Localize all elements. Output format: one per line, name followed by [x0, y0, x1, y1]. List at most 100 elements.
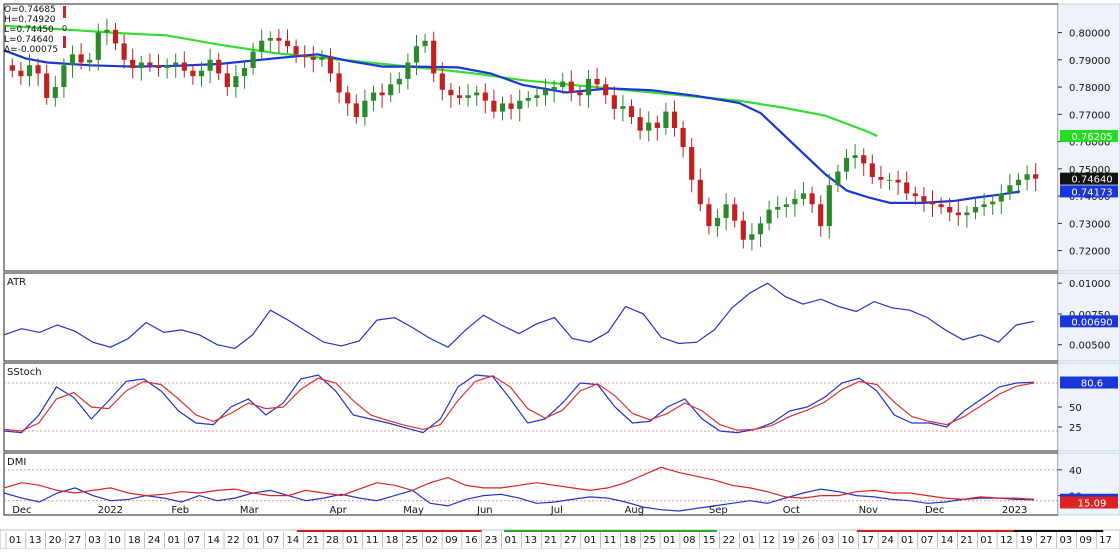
price-badge-label: 0.00690 [1071, 317, 1112, 328]
candle-body [396, 78, 402, 85]
candle-body [964, 212, 970, 216]
candle-body [104, 29, 110, 33]
candle-body [87, 59, 93, 63]
candle-body [740, 220, 746, 240]
candle-body [181, 62, 187, 71]
candle-body [904, 182, 910, 194]
candle-body [706, 204, 712, 227]
day-label: 26 [802, 535, 815, 546]
day-axis-segment [856, 530, 1014, 532]
y-tick-label: 0.74000 [1069, 192, 1110, 203]
day-label: 01 [168, 535, 181, 546]
candle-body [628, 106, 635, 118]
candle-body [603, 84, 609, 96]
x-month-label: Jul [550, 505, 563, 516]
candle-body [78, 54, 84, 63]
day-label: 27 [1040, 535, 1053, 546]
axis-strip-2 [1057, 362, 1120, 452]
candle-body [362, 100, 368, 118]
price-badge-label: 15.09 [1078, 499, 1107, 510]
candle-body [224, 73, 230, 88]
candle-body [250, 51, 256, 68]
candle-body [35, 65, 41, 74]
candle-body [714, 217, 721, 227]
price-badge [1060, 496, 1118, 509]
candle-body [456, 95, 463, 98]
day-label: 07 [921, 535, 934, 546]
candle-body [164, 65, 170, 68]
candle-body [929, 201, 936, 205]
candle-body [594, 78, 600, 85]
x-month-label: Mar [240, 505, 260, 516]
day-label: 11 [604, 535, 617, 546]
candle-body [491, 100, 497, 112]
readout-marker-label: 0 [62, 24, 67, 33]
candle-body [259, 40, 265, 52]
candle-body [921, 196, 927, 202]
day-label: 24 [148, 535, 161, 546]
candle-body [130, 59, 136, 68]
day-label: 16 [465, 535, 478, 546]
candle-body [207, 59, 213, 71]
price-badge [1060, 172, 1118, 185]
candle-body [379, 92, 385, 96]
day-label: 21 [960, 535, 973, 546]
candle-body [112, 29, 119, 44]
candle-body [319, 57, 325, 60]
day-label: 13 [29, 535, 42, 546]
candle-body [800, 193, 807, 199]
x-month-label: May [403, 505, 424, 516]
day-label: 08 [683, 535, 696, 546]
panel-frame-0 [3, 3, 1059, 272]
candle-body [620, 106, 626, 109]
day-label: 09 [445, 535, 458, 546]
day-label: 01 [584, 535, 597, 546]
readout-marker-bar [63, 36, 66, 48]
candle-body [938, 204, 944, 208]
candle-body [697, 179, 703, 205]
candle-body [835, 171, 841, 186]
candle-body [18, 70, 24, 77]
day-label: 01 [247, 535, 260, 546]
y-tick-label: 0.01000 [1069, 279, 1110, 290]
y-tick-label: 0.80000 [1069, 29, 1110, 40]
day-label: 20 [49, 535, 62, 546]
candle-body [155, 65, 162, 68]
candle-body [611, 95, 617, 109]
candle-body [1015, 179, 1022, 186]
day-label: 01 [980, 535, 993, 546]
indicator-line [3, 374, 1035, 434]
candle-body [216, 59, 222, 74]
candle-body [267, 37, 273, 41]
day-label: 18 [623, 535, 636, 546]
day-label: 17 [861, 535, 874, 546]
day-axis-segment [1013, 530, 1104, 532]
candle-body [560, 81, 566, 88]
candle-body [431, 40, 437, 74]
x-month-label: Oct [783, 505, 800, 516]
candle-body [766, 209, 772, 224]
y-tick-label: 40 [1069, 466, 1082, 477]
day-label: 22 [723, 535, 736, 546]
candle-body [972, 207, 979, 213]
candle-body [9, 65, 15, 71]
candle-body [147, 62, 153, 66]
candle-body [370, 92, 377, 101]
y-tick-label: 0.75000 [1069, 165, 1110, 176]
day-label: 19 [782, 535, 795, 546]
candle-body [663, 111, 669, 128]
day-label: 03 [822, 535, 835, 546]
candle-body [585, 78, 592, 96]
candle-body [95, 32, 101, 60]
x-month-label: 2023 [1002, 505, 1027, 516]
candle-body [792, 198, 798, 205]
candle-body [1024, 174, 1030, 180]
day-label: 03 [88, 535, 101, 546]
candle-body [26, 65, 33, 77]
x-month-label: Aug [625, 505, 645, 516]
candle-body [542, 89, 549, 96]
x-month-label: Dec [12, 505, 31, 516]
day-label: 10 [842, 535, 855, 546]
